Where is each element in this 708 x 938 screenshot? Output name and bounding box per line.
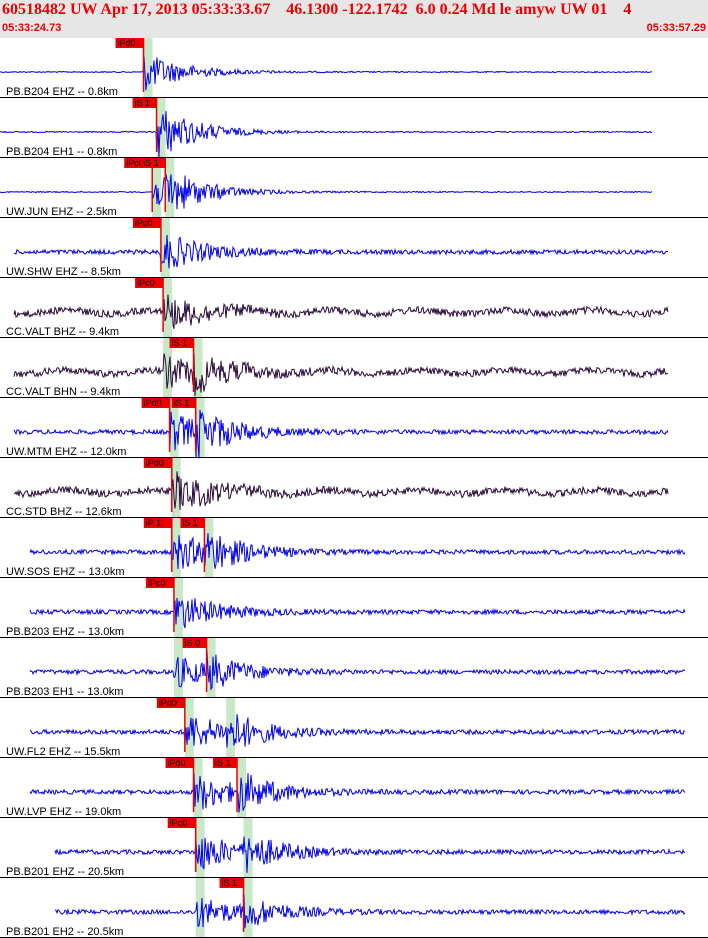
p-pick-label: iPd0 bbox=[159, 698, 177, 708]
s-pick-tag bbox=[171, 398, 196, 408]
waveform bbox=[54, 836, 685, 873]
station-label: PB.B204 EHZ -- 0.8km bbox=[6, 86, 118, 98]
s-pick-label: iS 1 bbox=[222, 878, 238, 888]
station-label: UW.SOS EHZ -- 13.0km bbox=[6, 566, 125, 578]
station-label: PB.B201 EH2 -- 20.5km bbox=[6, 926, 123, 938]
waveform bbox=[14, 471, 669, 510]
header-bar: 60518482 UW Apr 17, 2013 05:33:33.67 46.… bbox=[0, 0, 708, 38]
p-pick-tag bbox=[135, 278, 164, 288]
waveform bbox=[0, 111, 653, 158]
start-time: 05:33:24.73 bbox=[2, 22, 62, 34]
waveform bbox=[29, 714, 686, 748]
s-pick-tag bbox=[141, 158, 166, 168]
p-window bbox=[184, 698, 194, 758]
p-pick-label: iP 1 bbox=[146, 518, 161, 528]
p-pick-label: iPc0 bbox=[135, 218, 153, 228]
station-label: CC.VALT BHZ -- 9.4km bbox=[6, 326, 119, 338]
p-window bbox=[163, 338, 173, 398]
p-pick-tag bbox=[115, 38, 144, 48]
s-window bbox=[195, 398, 205, 458]
s-pick-tag bbox=[182, 638, 207, 648]
p-pick-tag bbox=[132, 218, 161, 228]
s-pick-tag bbox=[219, 878, 244, 888]
station-label: CC.STD BHZ -- 12.6km bbox=[6, 506, 122, 518]
s-pick-tag bbox=[132, 98, 157, 108]
p-window bbox=[171, 518, 181, 578]
s-window bbox=[243, 878, 253, 938]
s-pick-tag bbox=[213, 758, 238, 768]
p-pick-tag bbox=[143, 518, 172, 528]
s-pick-label: iS 0 bbox=[185, 638, 201, 648]
station-label: PB.B203 EH1 -- 13.0km bbox=[6, 686, 123, 698]
p-pick-tag bbox=[145, 578, 174, 588]
s-pick-tag bbox=[169, 338, 194, 348]
s-pick-label: iS 1 bbox=[182, 518, 198, 528]
p-pick-label: iPd0 bbox=[144, 398, 162, 408]
p-window bbox=[152, 158, 162, 218]
station-label: UW.FL2 EHZ -- 15.5km bbox=[6, 746, 120, 758]
station-label: PB.B203 EHZ -- 13.0km bbox=[6, 626, 124, 638]
waveform bbox=[13, 409, 669, 459]
station-label: UW.MTM EHZ -- 12.0km bbox=[6, 446, 126, 458]
event-title: 60518482 UW Apr 17, 2013 05:33:33.67 46.… bbox=[2, 1, 632, 18]
p-pick-label: iPd0 bbox=[118, 38, 136, 48]
s-pick-label: iS 1 bbox=[172, 338, 188, 348]
p-pick-label: iPc0 bbox=[137, 278, 155, 288]
seismogram-plot: iPd0 PB.B204 EHZ -- 0.8km iS 1 PB.B204 EH1 … bbox=[0, 38, 708, 938]
p-pick-tag bbox=[165, 758, 194, 768]
station-label: CC.VALT BHN -- 9.4km bbox=[6, 386, 120, 398]
station-label: UW.LVP EHZ -- 19.0km bbox=[6, 806, 121, 818]
end-time: 05:33:57.29 bbox=[646, 22, 706, 34]
station-label: UW.SHW EHZ -- 8.5km bbox=[6, 266, 121, 278]
p-pick-label: iPc0 bbox=[148, 578, 166, 588]
station-label: UW.JUN EHZ -- 2.5km bbox=[6, 206, 117, 218]
waveform bbox=[29, 597, 686, 629]
p-pick-tag bbox=[124, 158, 153, 168]
waveform bbox=[13, 294, 669, 330]
p-pick-tag bbox=[156, 698, 185, 708]
p-window bbox=[195, 878, 205, 938]
waveform bbox=[29, 533, 686, 569]
s-pick-label: iS 1 bbox=[135, 98, 151, 108]
p-pick-label: iPd0 bbox=[168, 758, 186, 768]
station-label: PB.B201 EHZ -- 20.5km bbox=[6, 866, 124, 878]
p-pick-label: iPc0 bbox=[126, 158, 144, 168]
s-window bbox=[206, 638, 216, 698]
waveform bbox=[13, 234, 669, 269]
waveform bbox=[29, 651, 686, 691]
waveform bbox=[0, 56, 652, 91]
p-window bbox=[193, 758, 203, 818]
p-pick-tag bbox=[167, 818, 196, 828]
s-pick-label: iS 1 bbox=[143, 158, 159, 168]
waveform bbox=[29, 772, 686, 813]
p-window bbox=[143, 38, 153, 98]
p-window bbox=[195, 818, 205, 878]
s-window bbox=[237, 758, 247, 818]
p-pick-label: iPc0 bbox=[170, 818, 188, 828]
waveform bbox=[13, 353, 669, 397]
p-pick-tag bbox=[141, 398, 170, 408]
s-pick-tag bbox=[180, 518, 205, 528]
s-window bbox=[193, 338, 203, 398]
p-pick-label: iPd0 bbox=[146, 458, 164, 468]
p-pick-tag bbox=[143, 458, 172, 468]
waveform bbox=[0, 174, 653, 210]
s-pick-label: iS 1 bbox=[174, 398, 190, 408]
waveform bbox=[54, 894, 686, 929]
station-label: PB.B204 EH1 -- 0.8km bbox=[6, 146, 117, 158]
s-pick-label: iS 1 bbox=[215, 758, 231, 768]
